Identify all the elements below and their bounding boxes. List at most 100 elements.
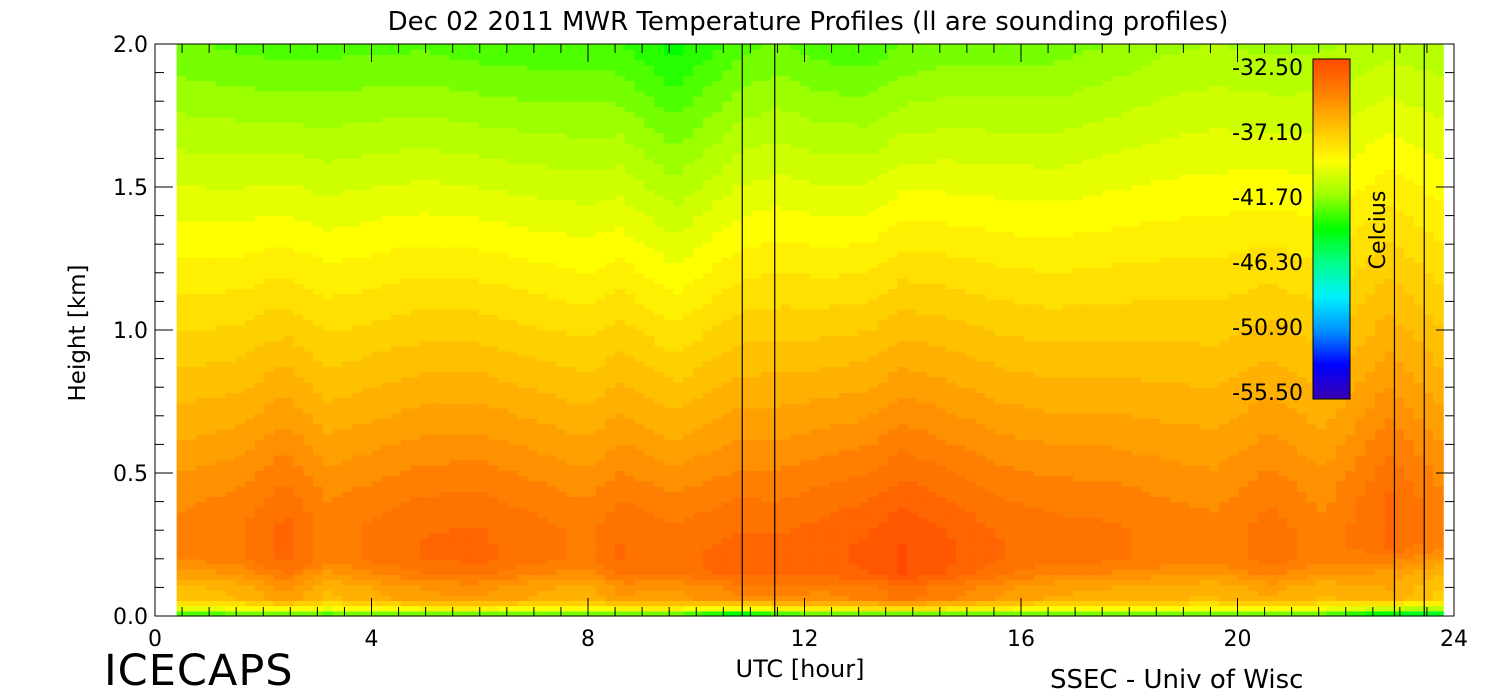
heatmap-cell <box>459 569 470 575</box>
heatmap-cell <box>254 106 265 113</box>
heatmap-cell <box>293 501 304 508</box>
heatmap-cell <box>410 491 421 497</box>
heatmap-cell <box>361 527 373 534</box>
heatmap-cell <box>468 70 480 76</box>
heatmap-cell <box>585 330 597 336</box>
heatmap-cell <box>488 356 499 362</box>
heatmap-cell <box>468 210 480 217</box>
heatmap-cell <box>322 122 334 128</box>
heatmap-cell <box>186 314 197 321</box>
heatmap-cell <box>205 226 217 232</box>
heatmap-cell <box>293 111 304 118</box>
heatmap-cell <box>332 288 343 295</box>
heatmap-cell <box>371 335 382 341</box>
heatmap-cell <box>585 402 597 409</box>
heatmap-cell <box>595 564 606 570</box>
heatmap-cell <box>205 319 217 326</box>
heatmap-cell <box>332 387 343 393</box>
heatmap-cell <box>342 278 353 284</box>
heatmap-cell <box>400 579 412 586</box>
heatmap-cell <box>429 262 441 269</box>
heatmap-cell <box>176 387 187 393</box>
heatmap-cell <box>205 288 217 295</box>
heatmap-cell <box>429 200 441 206</box>
heatmap-cell <box>361 460 373 466</box>
heatmap-cell <box>322 116 334 123</box>
heatmap-cell <box>352 293 363 300</box>
heatmap-cell <box>527 215 538 222</box>
heatmap-cell <box>215 335 226 341</box>
heatmap-cell <box>488 220 499 227</box>
heatmap-cell <box>235 132 246 139</box>
heatmap-cell <box>468 486 480 492</box>
heatmap-cell <box>449 153 460 159</box>
heatmap-cell <box>186 184 197 191</box>
heatmap-cell <box>371 527 382 534</box>
heatmap-cell <box>439 262 451 269</box>
heatmap-cell <box>439 444 451 451</box>
heatmap-cell <box>410 189 421 196</box>
heatmap-cell <box>332 330 343 336</box>
heatmap-cell <box>478 382 490 388</box>
heatmap-cell <box>303 96 314 102</box>
heatmap-cell <box>196 418 207 425</box>
heatmap-cell <box>517 387 528 393</box>
heatmap-cell <box>507 475 519 482</box>
heatmap-cell <box>527 194 538 201</box>
heatmap-cell <box>566 111 577 118</box>
heatmap-cell <box>615 564 626 570</box>
heatmap-cell <box>410 345 421 352</box>
heatmap-cell <box>352 70 363 76</box>
heatmap-cell <box>595 163 606 170</box>
heatmap-cell <box>576 158 587 165</box>
heatmap-cell <box>283 85 295 92</box>
heatmap-cell <box>478 579 490 586</box>
heatmap-cell <box>196 423 207 430</box>
heatmap-cell <box>225 168 236 175</box>
heatmap-cell <box>507 366 519 373</box>
heatmap-cell <box>371 132 382 139</box>
heatmap-cell <box>478 241 490 248</box>
heatmap-cell <box>585 158 597 165</box>
heatmap-cell <box>274 293 285 300</box>
heatmap-cell <box>390 382 402 388</box>
heatmap-cell <box>439 595 451 601</box>
heatmap-cell <box>390 340 402 347</box>
heatmap-cell <box>556 132 567 139</box>
heatmap-cell <box>420 439 431 445</box>
heatmap-cell <box>420 465 431 471</box>
heatmap-cell <box>322 148 334 154</box>
heatmap-cell <box>215 111 226 118</box>
heatmap-cell <box>342 64 353 71</box>
heatmap-cell <box>303 470 314 477</box>
heatmap-cell <box>361 267 373 274</box>
heatmap-cell <box>293 522 304 529</box>
heatmap-cell <box>361 85 373 92</box>
heatmap-cell <box>420 226 431 232</box>
heatmap-cell <box>254 122 265 128</box>
heatmap-cell <box>507 288 519 295</box>
heatmap-cell <box>313 174 324 180</box>
heatmap-cell <box>449 532 460 539</box>
heatmap-cell <box>390 610 402 617</box>
heatmap-cell <box>566 293 577 300</box>
heatmap-cell <box>274 314 285 321</box>
heatmap-cell <box>371 376 382 383</box>
heatmap-cell <box>400 501 412 508</box>
heatmap-cell <box>235 215 246 222</box>
heatmap-cell <box>283 90 295 97</box>
heatmap-cell <box>225 600 236 607</box>
heatmap-cell <box>566 262 577 269</box>
heatmap-cell <box>215 106 226 113</box>
heatmap-cell <box>313 111 324 118</box>
heatmap-cell <box>468 49 480 55</box>
heatmap-cell <box>449 522 460 529</box>
heatmap-cell <box>507 85 519 92</box>
heatmap-cell <box>429 605 441 612</box>
heatmap-cell <box>361 205 373 211</box>
heatmap-cell <box>537 220 548 227</box>
heatmap-cell <box>566 345 577 352</box>
heatmap-cell <box>332 215 343 222</box>
heatmap-cell <box>264 402 275 409</box>
heatmap-cell <box>517 194 528 201</box>
